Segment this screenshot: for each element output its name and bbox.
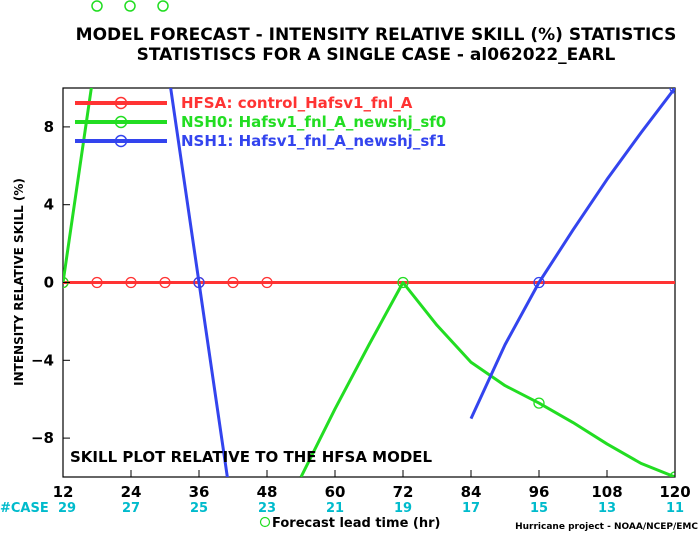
series-line-2 (63, 88, 675, 477)
legend-marker-1 (114, 96, 128, 110)
legend-label-3: NSH1: Hafsv1_fnl_A_newshj_sf1 (181, 132, 446, 150)
legend-label-2: NSH0: Hafsv1_fnl_A_newshj_sf0 (181, 113, 446, 131)
case-label: #CASE (0, 501, 49, 516)
series-1-marker-30 (159, 276, 171, 289)
legend-marker-2 (114, 115, 128, 129)
case-count-12: 29 (58, 501, 76, 516)
skill-annotation: SKILL PLOT RELATIVE TO THE HFSA MODEL (70, 448, 433, 466)
x-axis-label: Forecast lead time (hr) (272, 516, 440, 531)
x-ticks: 12 24 36 48 60 72 84 96 108 120 (53, 470, 691, 501)
top-decor-circles (91, 0, 169, 12)
series-3-marker-96 (533, 276, 545, 289)
case-count-48: 23 (258, 501, 276, 516)
x-tick-label-60: 60 (325, 483, 346, 501)
x-tick-label-24: 24 (121, 483, 142, 501)
x-tick-label-96: 96 (529, 483, 550, 501)
top-circle-icon-2 (124, 0, 136, 12)
x-tick-label-72: 72 (393, 483, 414, 501)
y-axis-label: INTENSITY RELATIVE SKILL (%) (12, 178, 26, 386)
y-tick-label-4: 4 (44, 196, 54, 214)
x-tick-label-36: 36 (189, 483, 210, 501)
case-count-36: 25 (190, 501, 208, 516)
chart-subtitle: STATISTISCS FOR A SINGLE CASE - al062022… (137, 45, 616, 65)
series-2-marker-72 (397, 276, 409, 289)
case-count-108: 13 (598, 501, 616, 516)
x-tick-label-84: 84 (461, 483, 482, 501)
series-line-3 (169, 88, 675, 477)
y-tick-label-8: −8 (31, 429, 54, 447)
x-tick-label-48: 48 (257, 483, 278, 501)
x-tick-label-12: 12 (53, 483, 74, 501)
y-tick-label-0: 0 (44, 274, 54, 292)
y-tick-label-8: 8 (44, 118, 54, 136)
credit-text: Hurricane project - NOAA/NCEP/EMC (515, 522, 698, 532)
case-count-120: 11 (666, 501, 684, 516)
y-tick-label-4: −4 (31, 351, 54, 369)
top-circle-icon-3 (157, 0, 169, 12)
series-1-marker-24 (125, 276, 137, 289)
x-tick-label-108: 108 (591, 483, 622, 501)
chart-title: MODEL FORECAST - INTENSITY RELATIVE SKIL… (76, 25, 677, 45)
case-count-24: 27 (122, 501, 140, 516)
top-circle-icon-1 (91, 0, 103, 12)
series-3-marker-36 (193, 276, 205, 289)
x-tick-label-120: 120 (659, 483, 690, 501)
case-counts: 29 27 25 23 21 19 17 15 13 11 (58, 501, 684, 516)
legend-label-1: HFSA: control_Hafsv1_fnl_A (181, 94, 413, 112)
series-1-marker-18 (91, 276, 103, 289)
y-ticks: 8 4 0 −4 −8 (31, 118, 70, 447)
case-count-96: 15 (530, 501, 548, 516)
series-2-marker-96 (533, 397, 545, 409)
case-count-72: 19 (394, 501, 412, 516)
case-count-84: 17 (462, 501, 480, 516)
series-1-marker-48 (261, 276, 273, 289)
xlabel-circle-icon (259, 516, 271, 528)
case-count-60: 21 (326, 501, 344, 516)
series-1-marker-42 (227, 276, 239, 289)
legend-marker-3 (114, 134, 128, 148)
